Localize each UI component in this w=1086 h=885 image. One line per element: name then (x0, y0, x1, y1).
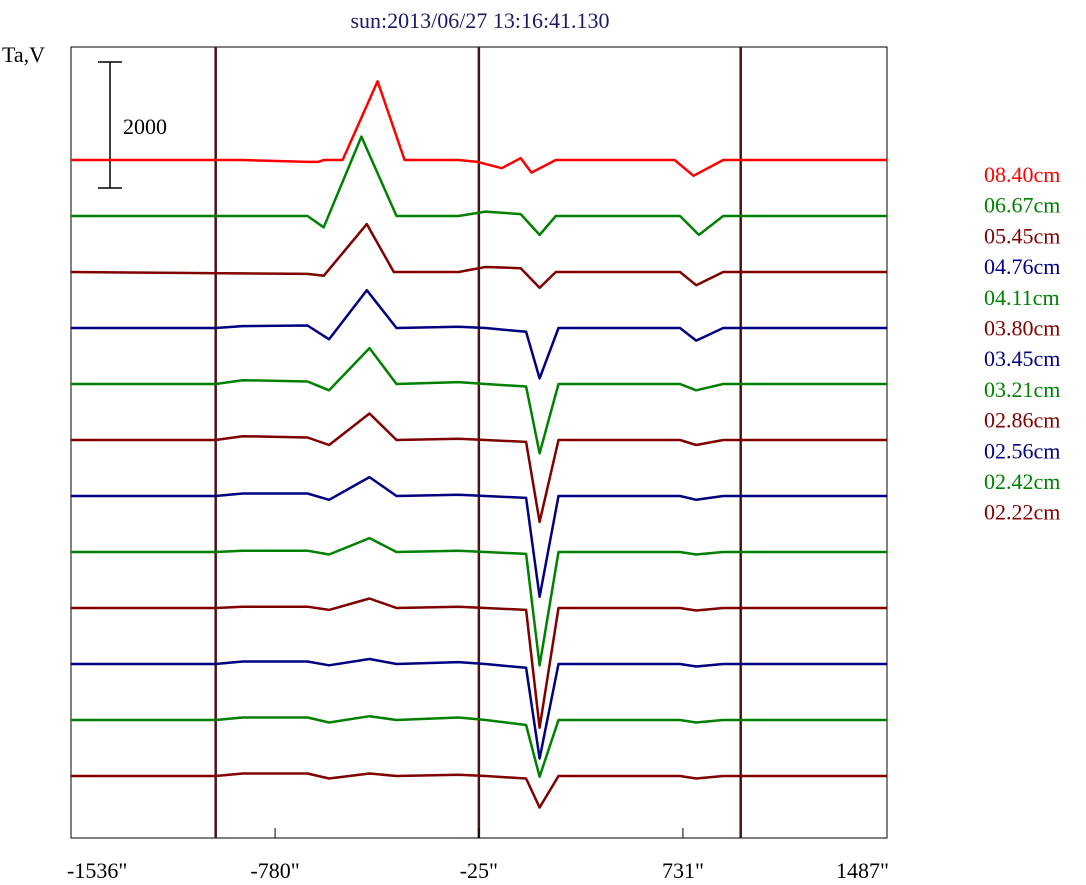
series-line-02.86cm (71, 597, 887, 729)
legend-item-03.45cm: 03.45cm (984, 346, 1060, 371)
x-tick-label-0: -1536" (67, 858, 127, 883)
series-line-02.22cm (71, 772, 887, 809)
legend-item-02.56cm: 02.56cm (984, 438, 1060, 463)
legend-item-05.45cm: 05.45cm (984, 223, 1060, 248)
series-line-03.21cm (71, 536, 887, 667)
legend-item-06.67cm: 06.67cm (984, 193, 1060, 218)
series-line-02.56cm (71, 657, 887, 760)
x-tick-label-1: -780" (250, 858, 299, 883)
legend-item-02.42cm: 02.42cm (984, 469, 1060, 494)
series-line-04.11cm (71, 346, 887, 455)
x-axis-ticks: -1536" -780" -25" 731" 1487" (67, 828, 889, 883)
legend-item-03.21cm: 03.21cm (984, 377, 1060, 402)
series-group (70, 80, 887, 809)
x-tick-label-3: 731" (662, 858, 704, 883)
x-tick-label-4: 1487" (836, 858, 889, 883)
legend: 08.40cm 06.67cm 05.45cm 04.76cm 04.11cm 03.80… (984, 162, 1060, 525)
series-line-08.40cm (71, 80, 887, 178)
series-line-04.76cm (71, 288, 887, 380)
chart-title: sun:2013/06/27 13:16:41.130 (350, 8, 609, 33)
series-line-02.42cm (71, 714, 887, 778)
series-line-03.80cm (71, 412, 887, 524)
legend-item-08.40cm: 08.40cm (984, 162, 1060, 187)
legend-item-03.80cm: 03.80cm (984, 316, 1060, 341)
legend-item-02.22cm: 02.22cm (984, 500, 1060, 525)
legend-item-02.86cm: 02.86cm (984, 408, 1060, 433)
series-line-03.45cm (71, 475, 887, 599)
x-tick-label-2: -25" (460, 858, 498, 883)
series-line-06.67cm (71, 135, 887, 237)
series-line-05.45cm (70, 222, 887, 290)
vertical-markers (214, 47, 742, 838)
scale-bar-label: 2000 (123, 114, 167, 139)
scale-bar: 2000 (98, 61, 167, 189)
legend-item-04.11cm: 04.11cm (984, 285, 1060, 310)
legend-item-04.76cm: 04.76cm (984, 254, 1060, 279)
y-axis-label: Ta,V (2, 42, 45, 67)
